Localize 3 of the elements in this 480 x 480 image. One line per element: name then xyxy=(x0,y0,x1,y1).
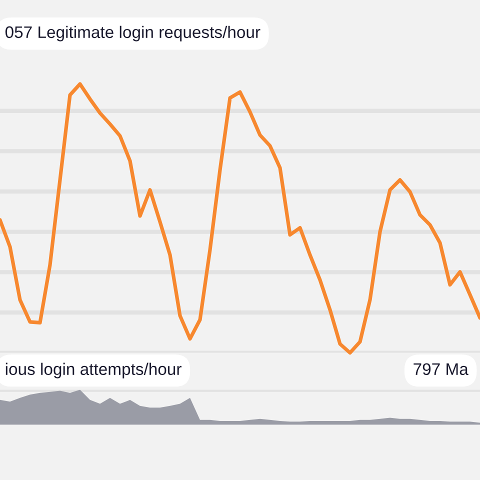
text: ious login attempts/hour xyxy=(6,362,182,378)
text: 797 Ma xyxy=(414,363,468,376)
text: 057 Legitimate login requests/hour xyxy=(5,26,260,42)
